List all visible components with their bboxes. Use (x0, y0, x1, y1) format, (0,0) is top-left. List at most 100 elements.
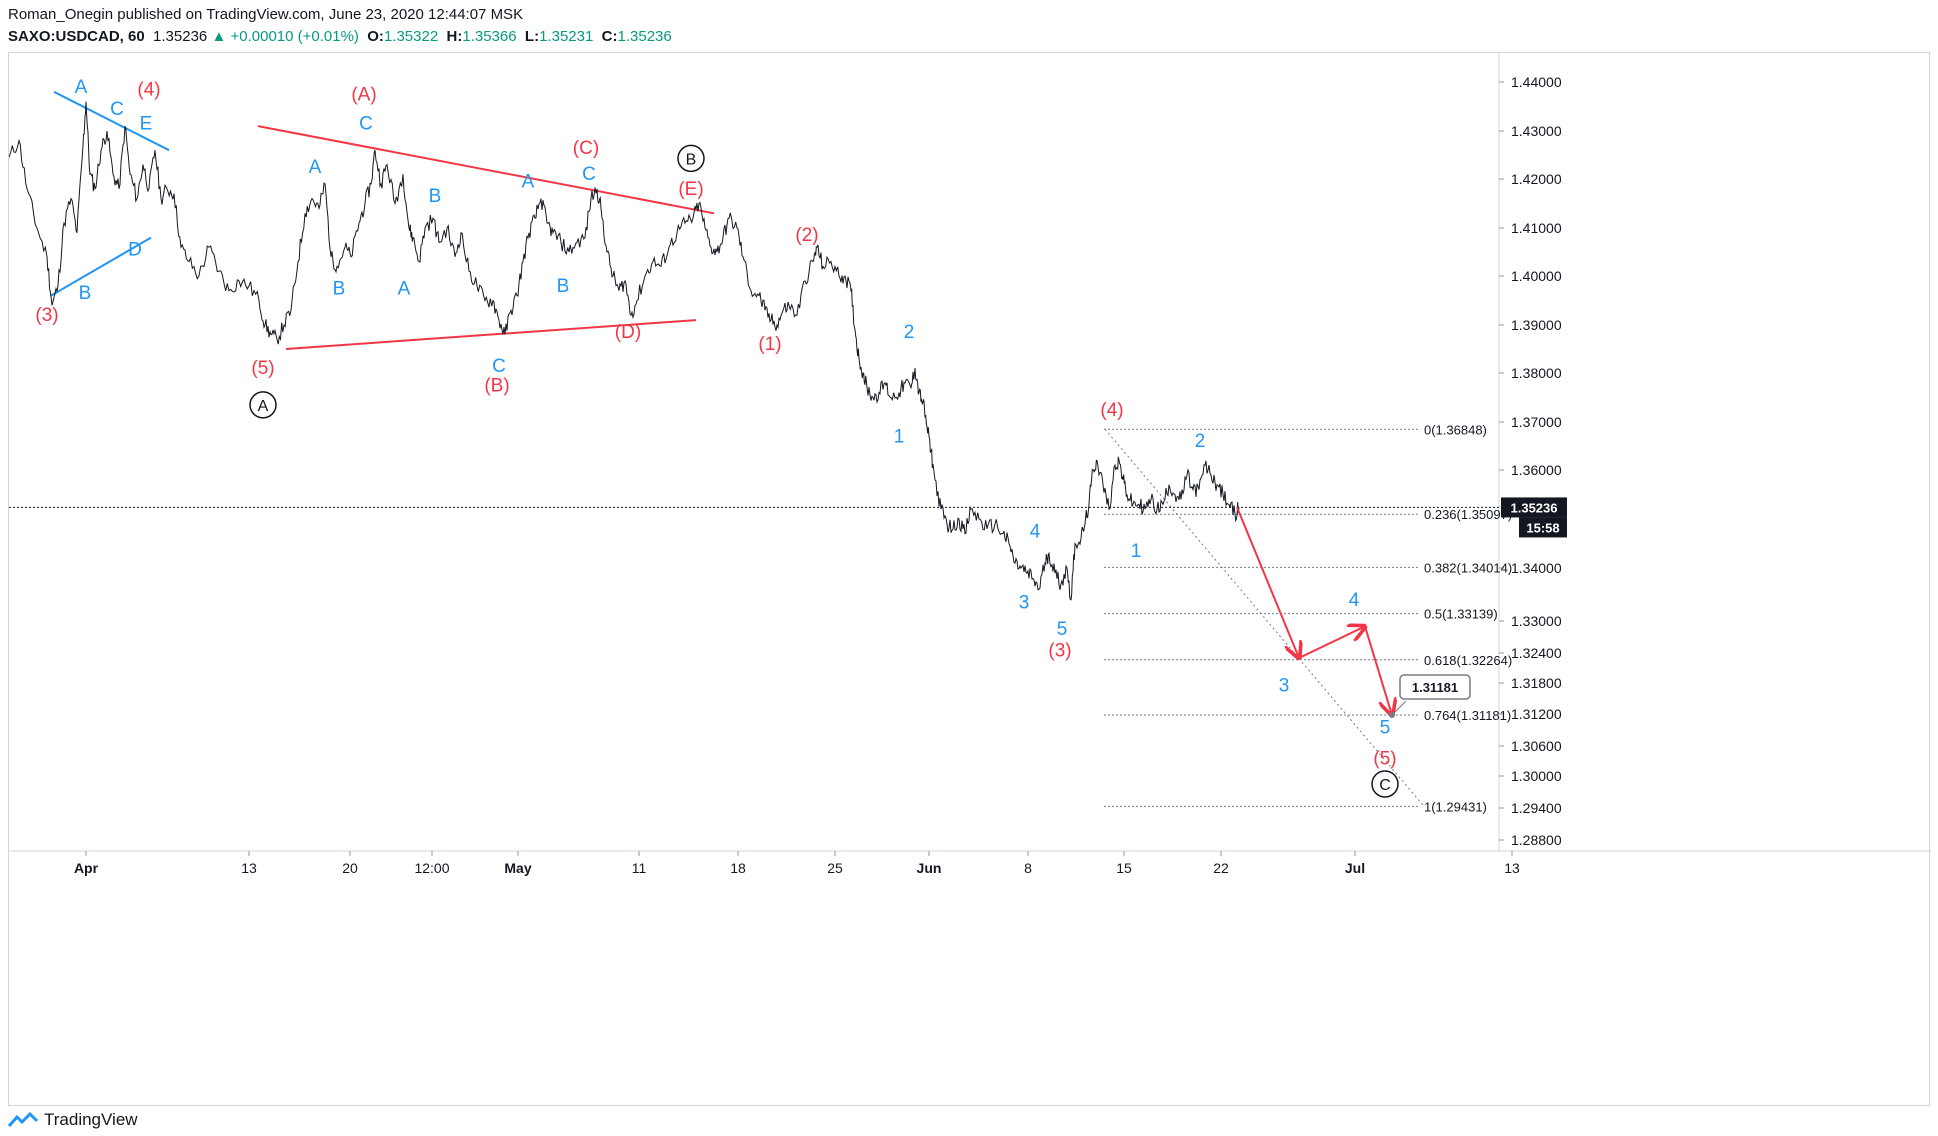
y-tick-label: 1.37000 (1511, 414, 1562, 430)
countdown-tag (1519, 517, 1567, 538)
x-tick-label: 8 (1024, 860, 1032, 876)
wave-label: (4) (1100, 400, 1123, 421)
x-tick-label: May (504, 860, 531, 876)
wave-label: A (75, 77, 88, 98)
trend-line-4[interactable] (285, 319, 697, 350)
wave-label: (4) (137, 79, 160, 100)
wave-circle (1371, 770, 1399, 798)
low-label: L: (524, 28, 540, 45)
wave-label: C (110, 99, 124, 120)
y-tick-label: 1.28800 (1511, 832, 1562, 848)
wave-label: (3) (1048, 640, 1071, 661)
wave-label: D (128, 240, 142, 261)
x-tick-label: 20 (342, 860, 358, 876)
wave-circle (249, 391, 277, 419)
wave-label: (B) (484, 375, 509, 396)
x-tick-label: 25 (827, 860, 843, 876)
x-tick-label: 13 (1504, 860, 1520, 876)
y-tick-label: 1.44000 (1511, 74, 1562, 90)
target-callout-label: 1.31181 (1412, 680, 1458, 695)
wave-label: (D) (615, 322, 641, 343)
wave-label: (2) (795, 225, 818, 246)
projection-diagonal (1104, 428, 1425, 807)
wave-label: 5 (1057, 619, 1068, 640)
tradingview-logo-icon[interactable] (8, 1112, 38, 1128)
x-tick-label: 18 (730, 860, 746, 876)
price-chart[interactable]: 1.44000 1.43000 1.42000 1.41000 1.40000 1.390… (9, 53, 1931, 1107)
wave-label: (3) (35, 305, 58, 326)
y-tick-label: 1.43000 (1511, 123, 1562, 139)
projection-arrow-1[interactable] (1236, 506, 1299, 658)
y-tick-label: 1.30600 (1511, 738, 1562, 754)
fib-level-label: 0.236(1.35097) (1424, 507, 1512, 522)
wave-label: A (398, 278, 411, 299)
low-value: 1.35231 (539, 28, 594, 45)
symbol-ohlc-line: SAXO:USDCAD, 60 1.35236 ▲ +0.00010 (+0.0… (8, 28, 672, 45)
chart-frame[interactable]: 1.44000 1.43000 1.42000 1.41000 1.40000 1.390… (8, 52, 1931, 1107)
close-value: 1.35236 (617, 28, 672, 45)
wave-label: 4 (1349, 590, 1360, 611)
wave-label: B (429, 186, 442, 207)
callout-connector (1391, 700, 1407, 716)
wave-label: C (359, 114, 373, 135)
x-tick-label: 15 (1116, 860, 1132, 876)
trend-line-1[interactable] (53, 90, 170, 152)
wave-label: B (79, 283, 92, 304)
wave-label: 2 (1195, 431, 1206, 452)
y-tick-label: 1.31800 (1511, 675, 1562, 691)
x-tick-label: Apr (74, 860, 99, 876)
last-price-tag-label: 1.35236 (1511, 500, 1558, 515)
wave-label: 2 (904, 322, 915, 343)
wave-label: A (522, 171, 535, 192)
projection-arrow-3[interactable] (1364, 626, 1392, 715)
change-value: +0.00010 (+0.01%) (230, 28, 359, 45)
wave-label: 5 (1380, 717, 1391, 738)
y-tick-label: 1.33000 (1511, 613, 1562, 629)
wave-label: E (140, 114, 153, 135)
y-tick-label: 1.34000 (1511, 560, 1562, 576)
wave-label: 1 (1131, 541, 1142, 562)
wave-label: (5) (1373, 749, 1396, 770)
projection-arrow-2[interactable] (1298, 626, 1365, 659)
price-series-line[interactable] (9, 101, 1240, 601)
high-label: H: (446, 28, 463, 45)
wave-label: C (582, 164, 596, 185)
y-tick-label: 1.42000 (1511, 171, 1562, 187)
close-label: C: (601, 28, 618, 45)
wave-circle (677, 144, 705, 173)
wave-label: (E) (678, 179, 703, 200)
fib-level-label: 0.764(1.31181) (1424, 708, 1511, 723)
last-price: 1.35236 (153, 28, 208, 45)
wave-label: C (1379, 777, 1391, 794)
wave-label: (1) (758, 334, 781, 355)
trend-line-2[interactable] (50, 236, 152, 297)
y-tick-label: 1.31200 (1511, 706, 1562, 722)
fib-level-label: 0.618(1.32264) (1424, 653, 1512, 668)
publisher-line: Roman_Onegin published on TradingView.co… (8, 6, 524, 23)
trend-line-3[interactable] (257, 125, 715, 215)
wave-label: 3 (1279, 676, 1290, 697)
wave-label: 3 (1019, 592, 1030, 613)
wave-label: (C) (573, 138, 599, 159)
y-tick-label: 1.36000 (1511, 462, 1562, 478)
last-price-tag (1501, 497, 1567, 518)
target-callout-box[interactable] (1399, 674, 1471, 700)
up-arrow-icon: ▲ (211, 28, 227, 45)
fib-level-label: 0.382(1.34014) (1424, 560, 1512, 575)
x-tick-label: 12:00 (414, 860, 449, 876)
wave-label: B (557, 276, 570, 297)
open-value: 1.35322 (383, 28, 439, 45)
y-tick-label: 1.32400 (1511, 645, 1562, 661)
tradingview-brand[interactable]: TradingView (44, 1110, 138, 1129)
y-tick-label: 1.38000 (1511, 365, 1562, 381)
fib-level-label: 1(1.29431) (1424, 799, 1487, 814)
wave-label: 4 (1030, 521, 1041, 542)
fib-level-label: 0.5(1.33139) (1424, 607, 1498, 622)
high-value: 1.35366 (462, 28, 517, 45)
countdown-tag-label: 15:58 (1526, 520, 1559, 535)
open-label: O: (367, 28, 384, 45)
wave-label: (A) (351, 84, 376, 105)
y-tick-label: 1.39000 (1511, 317, 1562, 333)
symbol-label[interactable]: SAXO:USDCAD, 60 (8, 28, 145, 45)
wave-label: 1 (894, 426, 905, 447)
